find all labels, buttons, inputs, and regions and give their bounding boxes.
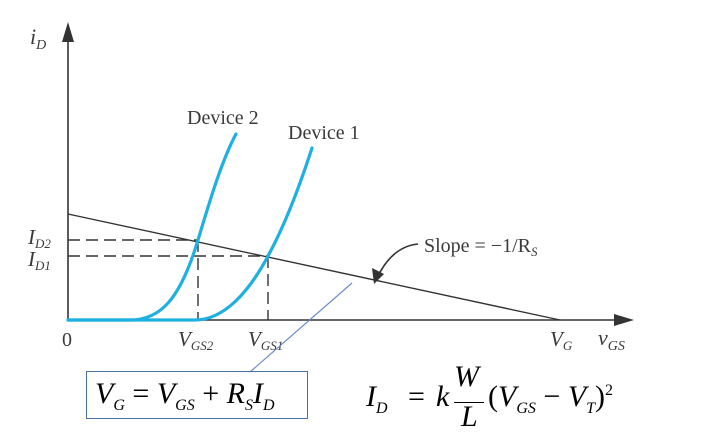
y-axis-arrowhead [62, 22, 74, 42]
x-axis-label: vGS [598, 325, 625, 354]
slope-arrow [377, 243, 419, 277]
slope-annotation: Slope = −1/RS [424, 235, 538, 259]
device-2-curve [66, 132, 238, 322]
x-axis-arrowhead [614, 314, 634, 326]
slope-arrowhead [372, 268, 384, 284]
vgs2-label: VGS2 [178, 327, 214, 353]
y-axis-label: iD [30, 24, 46, 53]
device-1-label: Device 1 [288, 122, 360, 144]
device-2-label: Device 2 [187, 107, 259, 129]
vgs1-label: VGS1 [248, 327, 283, 353]
kvl-equation: VG = VGS + RSID [95, 377, 275, 414]
id1-label: ID1 [27, 247, 51, 273]
vg-label: VG [550, 327, 573, 353]
dashed-guides [68, 239, 269, 320]
equation-pointer [249, 282, 353, 373]
device-1-curve [66, 146, 314, 322]
id2-label: ID2 [27, 225, 51, 251]
load-line [67, 213, 561, 321]
kvl-equation-box: VG = VGS + RSID [86, 371, 308, 419]
origin-label: 0 [62, 329, 72, 351]
axes [62, 22, 634, 326]
